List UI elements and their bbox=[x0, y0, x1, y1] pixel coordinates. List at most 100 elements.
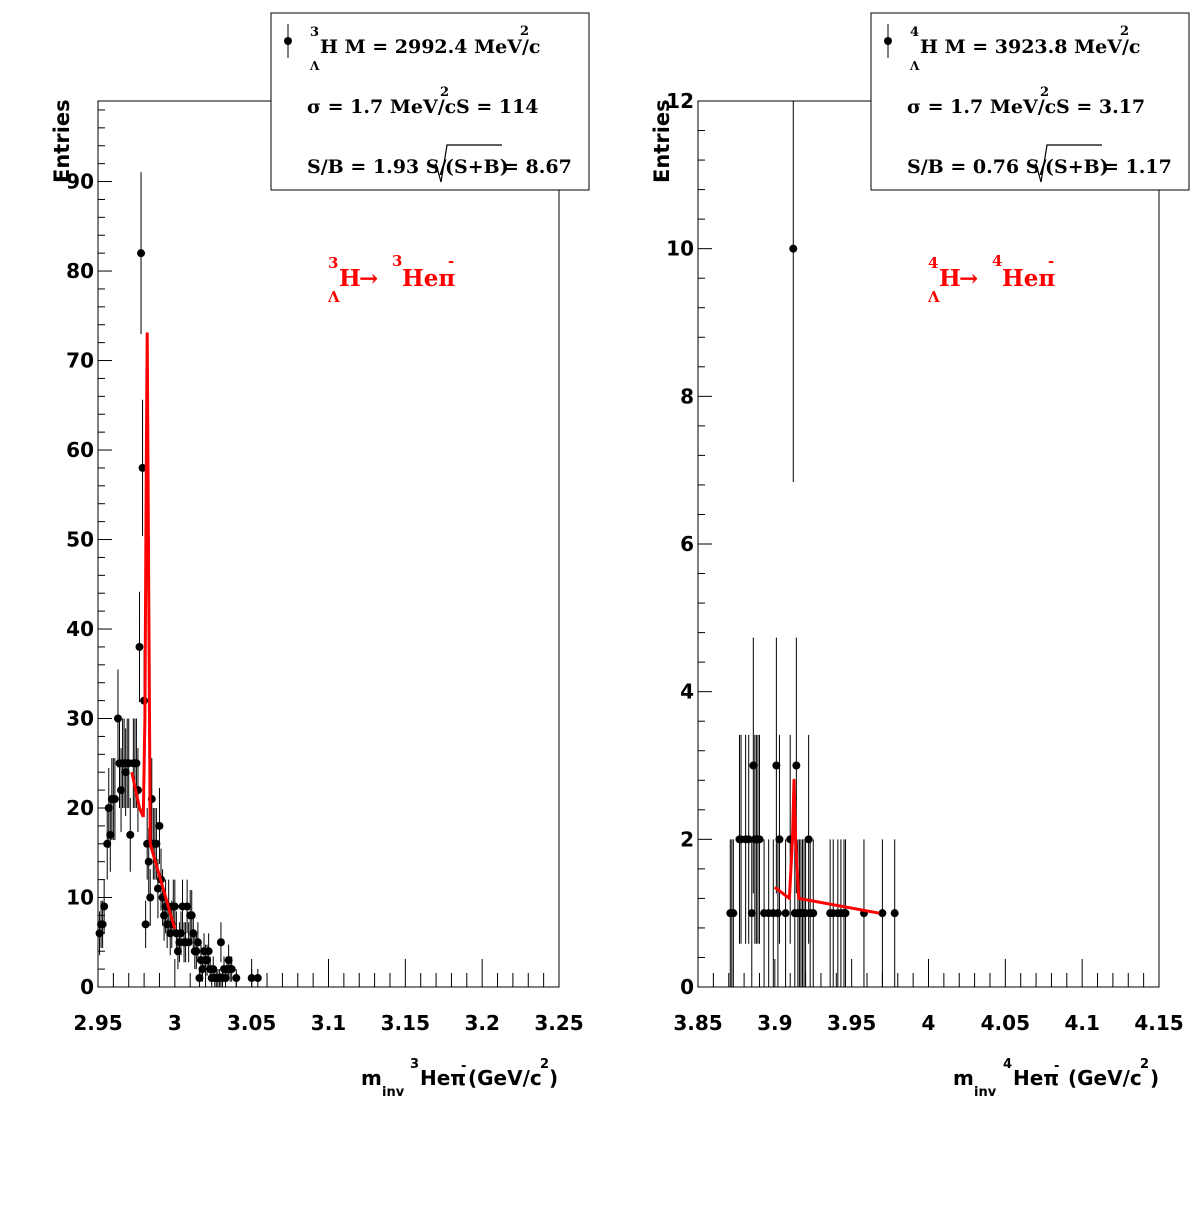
y-tick-label: 20 bbox=[66, 796, 94, 820]
svg-text:4: 4 bbox=[928, 254, 938, 272]
y-tick-label: 0 bbox=[80, 975, 94, 999]
y-tick-label: 10 bbox=[66, 886, 94, 910]
y-tick-label: 80 bbox=[66, 259, 94, 283]
svg-text:H M = 2992.4 MeV/c: H M = 2992.4 MeV/c bbox=[320, 36, 540, 58]
data-point bbox=[744, 835, 753, 844]
data-point bbox=[176, 929, 185, 938]
svg-text:S/B = 1.93 S/: S/B = 1.93 S/ bbox=[307, 156, 446, 178]
svg-text:(S+B): (S+B) bbox=[445, 156, 509, 178]
x-tick-label: 3.25 bbox=[534, 1011, 583, 1035]
y-tick-label: 60 bbox=[66, 438, 94, 462]
right-plot: 3.85 3.9 3.95 4 4.05 4.1 4.15 0 2 4 6 8 10 12 Entries… bbox=[650, 12, 1190, 1101]
svg-text:σ = 1.7 MeV/c: σ = 1.7 MeV/c bbox=[907, 96, 1056, 118]
sqrt-sign-icon bbox=[1031, 144, 1102, 183]
data-point bbox=[789, 244, 798, 253]
svg-text:→: → bbox=[959, 265, 978, 292]
fit-curve bbox=[141, 332, 152, 844]
data-point bbox=[106, 830, 115, 839]
data-point bbox=[792, 761, 801, 770]
data-point bbox=[153, 884, 162, 893]
svg-text:2: 2 bbox=[1040, 85, 1049, 100]
data-point bbox=[841, 909, 850, 918]
right-stats-box: 4 Λ H M = 3923.8 MeV/c 2 σ = 1.7 MeV/c 2… bbox=[870, 12, 1190, 191]
svg-text:→: → bbox=[359, 265, 378, 292]
x-tick-label: 3.2 bbox=[464, 1011, 499, 1035]
svg-text:H: H bbox=[339, 265, 361, 292]
data-point bbox=[755, 835, 764, 844]
data-point bbox=[253, 974, 262, 983]
left-y-axis-label: Entries bbox=[50, 99, 74, 183]
data-point bbox=[195, 974, 204, 983]
svg-text:3: 3 bbox=[328, 254, 338, 272]
data-point bbox=[749, 761, 758, 770]
data-point bbox=[132, 759, 141, 768]
data-point bbox=[203, 956, 212, 965]
left-plot: 2.95 3 3.05 3.1 3.15 3.2 3.25 0 10 20 30 40 50 60 70 80… bbox=[50, 12, 590, 1101]
y-tick-label: 70 bbox=[66, 349, 94, 373]
data-point bbox=[878, 909, 887, 918]
y-tick-label: 8 bbox=[680, 384, 694, 408]
data-point bbox=[187, 911, 196, 920]
data-point bbox=[809, 909, 818, 918]
left-x-axis-label: m inv 3 Heπ - (GeV/c 2 ) bbox=[361, 1049, 558, 1101]
svg-text:H: H bbox=[939, 265, 961, 292]
data-point bbox=[193, 938, 202, 947]
x-tick-label: 3.05 bbox=[227, 1011, 276, 1035]
x-tick-label: 4.1 bbox=[1064, 1011, 1099, 1035]
svg-text:2: 2 bbox=[440, 85, 449, 100]
svg-text:= 8.67: = 8.67 bbox=[503, 156, 572, 178]
data-point bbox=[247, 974, 256, 983]
fit-curve bbox=[773, 778, 880, 915]
data-point bbox=[121, 768, 130, 777]
data-point bbox=[113, 714, 122, 723]
data-point bbox=[781, 909, 790, 918]
sqrt-sign-icon bbox=[431, 144, 502, 183]
svg-text:Λ: Λ bbox=[927, 288, 940, 306]
data-point bbox=[98, 920, 107, 929]
data-point bbox=[221, 974, 230, 983]
data-point bbox=[138, 463, 147, 472]
y-tick-label: 10 bbox=[666, 237, 694, 261]
data-point bbox=[224, 956, 233, 965]
data-point bbox=[804, 835, 813, 844]
data-point bbox=[198, 965, 207, 974]
x-tick-label: 3.1 bbox=[311, 1011, 346, 1035]
data-point bbox=[772, 761, 781, 770]
x-tick-label: 4.15 bbox=[1134, 1011, 1183, 1035]
svg-text:3: 3 bbox=[310, 25, 319, 40]
y-tick-label: 90 bbox=[66, 170, 94, 194]
data-point bbox=[173, 947, 182, 956]
x-tick-label: 4.05 bbox=[981, 1011, 1030, 1035]
data-point bbox=[216, 938, 225, 947]
x-tick-label: 3 bbox=[168, 1011, 182, 1035]
data-point bbox=[729, 909, 738, 918]
data-point bbox=[95, 929, 104, 938]
y-tick-label: 0 bbox=[680, 975, 694, 999]
svg-text:4: 4 bbox=[992, 252, 1002, 270]
svg-text:Λ: Λ bbox=[309, 59, 320, 73]
svg-text:3: 3 bbox=[392, 252, 402, 270]
right-y-axis-label: Entries bbox=[650, 99, 674, 183]
data-point bbox=[170, 902, 179, 911]
data-point bbox=[227, 965, 236, 974]
svg-text:Λ: Λ bbox=[909, 59, 920, 73]
y-tick-label: 4 bbox=[680, 680, 694, 704]
right-decay-label: 4 H Λ → 4 Heπ - bbox=[927, 252, 1055, 306]
legend-marker-icon bbox=[884, 37, 892, 45]
data-point bbox=[183, 902, 192, 911]
svg-text:S = 3.17: S = 3.17 bbox=[1056, 96, 1145, 118]
x-tick-label: 2.95 bbox=[73, 1011, 122, 1035]
svg-text:2: 2 bbox=[520, 24, 529, 39]
data-point bbox=[747, 909, 756, 918]
data-point bbox=[126, 830, 135, 839]
left-decay-label: 3 H Λ → 3 Heπ - bbox=[327, 252, 455, 306]
right-x-axis-label: m inv 4 Heπ - (GeV/c 2 ) bbox=[953, 1049, 1159, 1101]
data-point bbox=[146, 893, 155, 902]
data-point bbox=[775, 835, 784, 844]
data-point bbox=[192, 947, 201, 956]
legend-marker-icon bbox=[284, 37, 292, 45]
svg-text:σ = 1.7 MeV/c: σ = 1.7 MeV/c bbox=[307, 96, 456, 118]
data-point bbox=[773, 909, 782, 918]
data-point bbox=[110, 795, 119, 804]
